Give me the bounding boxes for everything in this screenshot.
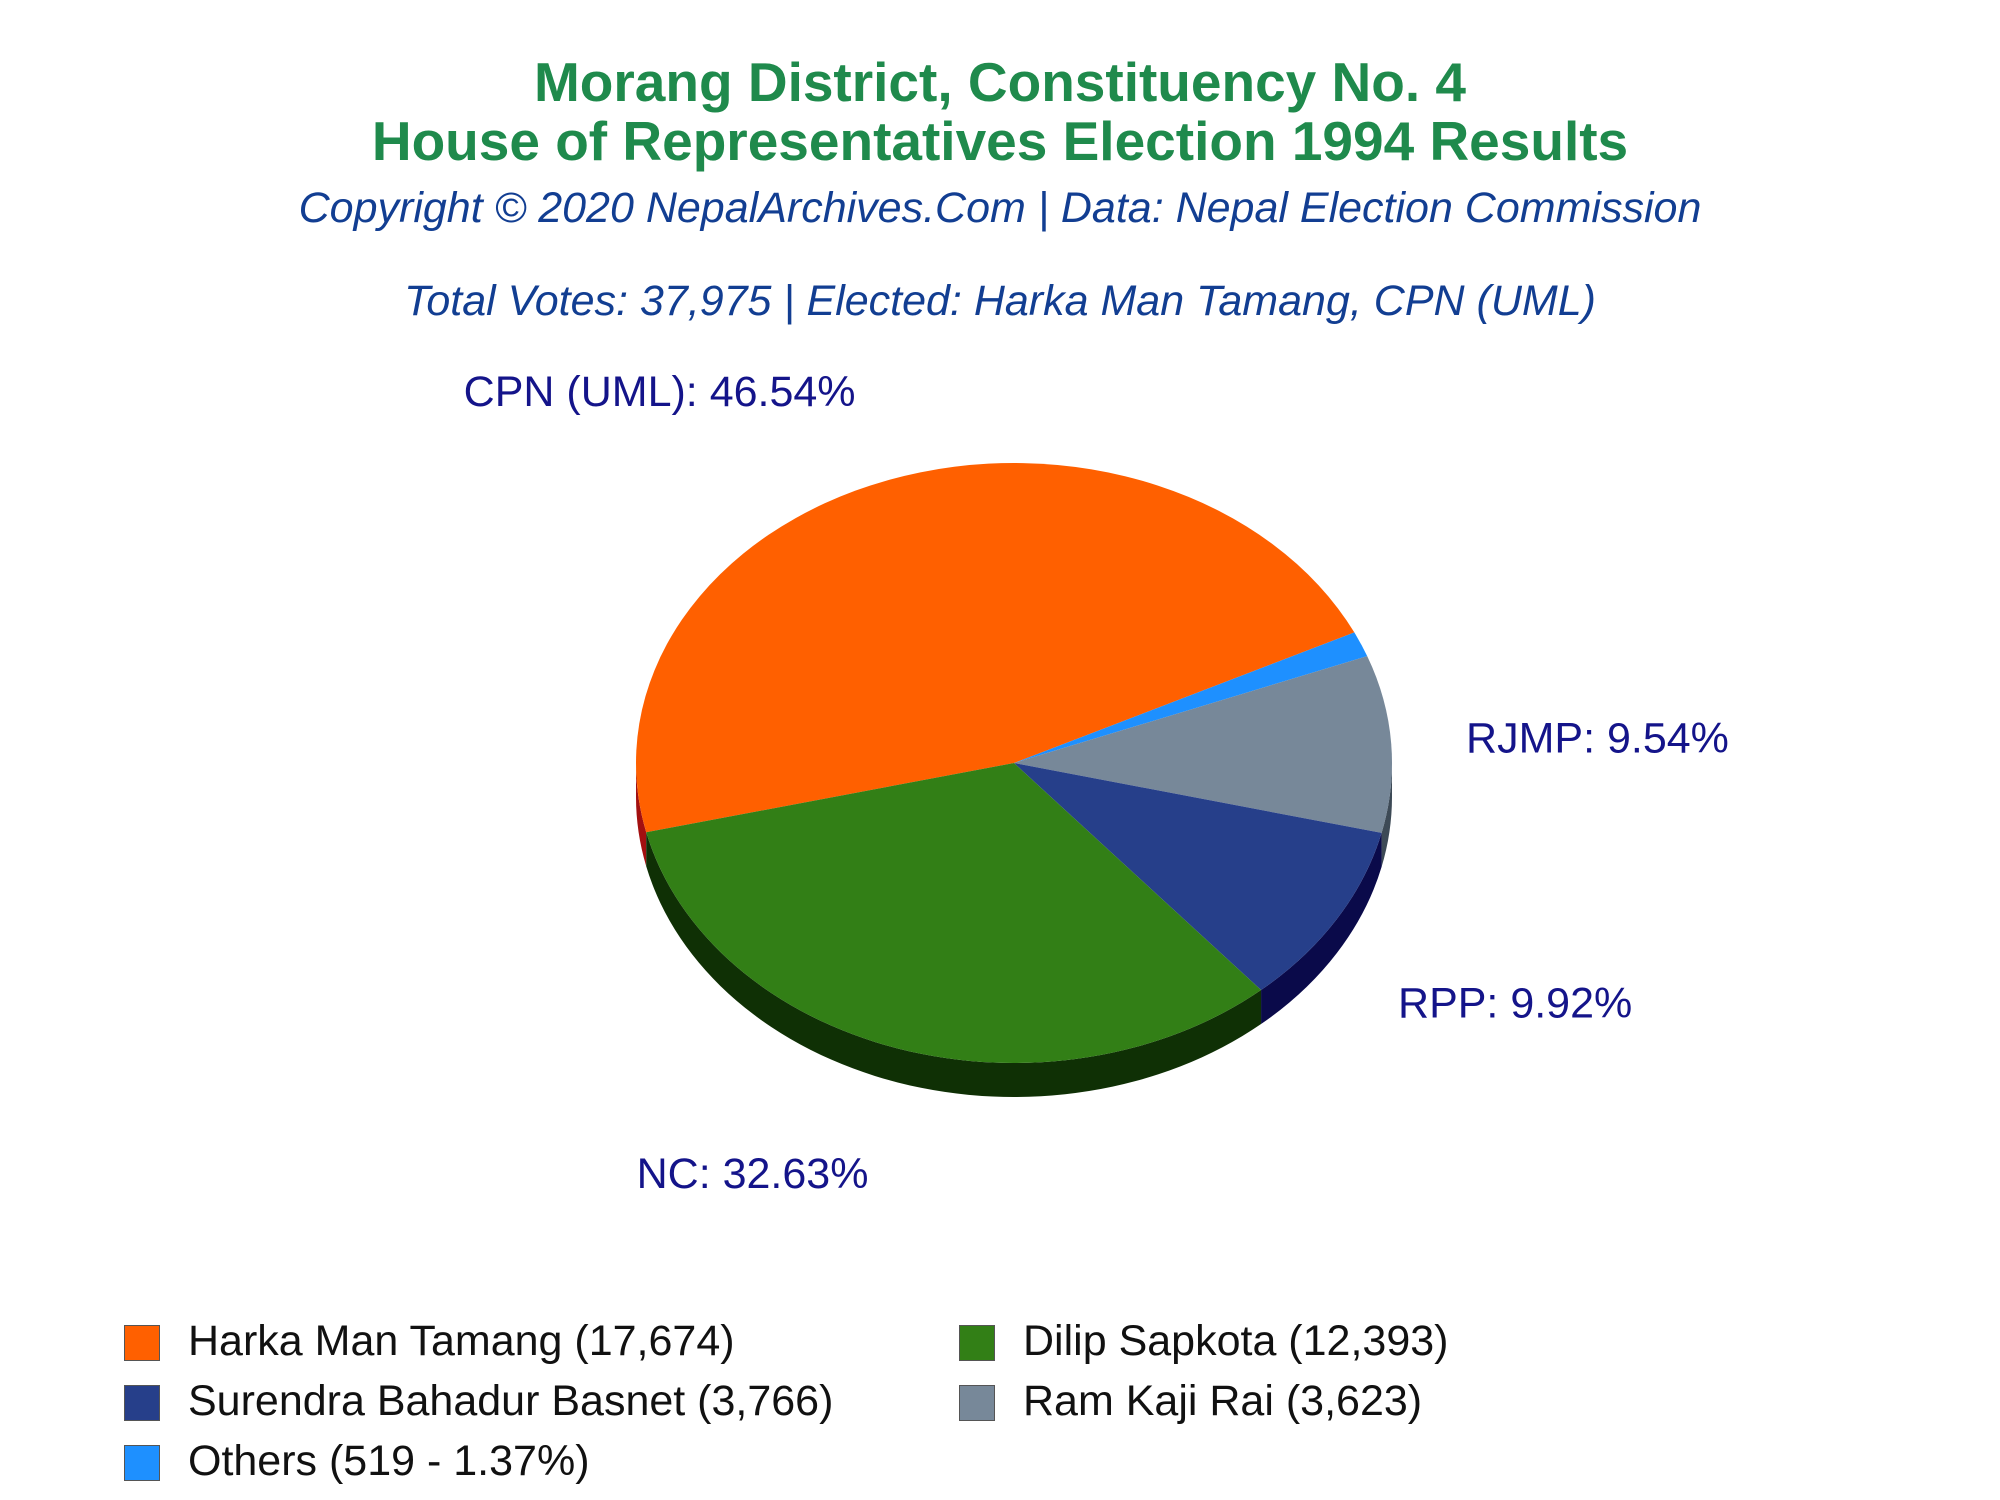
slice-label: NC: 32.63%: [637, 1150, 869, 1198]
slice-label: RJMP: 9.54%: [1466, 715, 1729, 763]
chart-title-line1: Morang District, Constituency No. 4: [533, 51, 1467, 113]
legend-swatch: [124, 1325, 160, 1361]
pie-chart: CPN (UML): 46.54% RJMP: 9.54% RPP: 9.92% NC…: [464, 368, 1729, 1198]
pie-slice-side: [1381, 763, 1392, 867]
legend-swatch: [124, 1385, 160, 1421]
legend-label: Harka Man Tamang (17,674): [188, 1317, 735, 1365]
legend-label: Dilip Sapkota (12,393): [1023, 1317, 1449, 1365]
slice-label: CPN (UML): 46.54%: [464, 368, 856, 416]
pie-slice: [635, 462, 1355, 833]
legend-swatch: [959, 1325, 995, 1361]
legend-label: Others (519 - 1.37%): [188, 1437, 590, 1485]
pie-slice-side: [636, 763, 647, 867]
chart-title-line2: House of Representatives Election 1994 R…: [371, 110, 1629, 172]
pie-slice: [1014, 632, 1368, 763]
pie-slice: [1014, 656, 1392, 833]
legend-label: Ram Kaji Rai (3,623): [1023, 1377, 1423, 1425]
chart-copyright: Copyright © 2020 NepalArchives.Com | Dat…: [298, 184, 1702, 232]
legend-label: Surendra Bahadur Basnet (3,766): [188, 1377, 834, 1425]
legend-swatch: [124, 1445, 160, 1481]
pie-slice: [646, 763, 1262, 1063]
pie-slice-side: [646, 832, 1262, 1097]
legend-swatch: [959, 1385, 995, 1421]
pie-slice: [1014, 763, 1382, 991]
pie-slice-side: [1261, 832, 1382, 1025]
slice-label: RPP: 9.92%: [1398, 979, 1632, 1027]
chart-summary: Total Votes: 37,975 | Elected: Harka Man…: [404, 277, 1596, 325]
